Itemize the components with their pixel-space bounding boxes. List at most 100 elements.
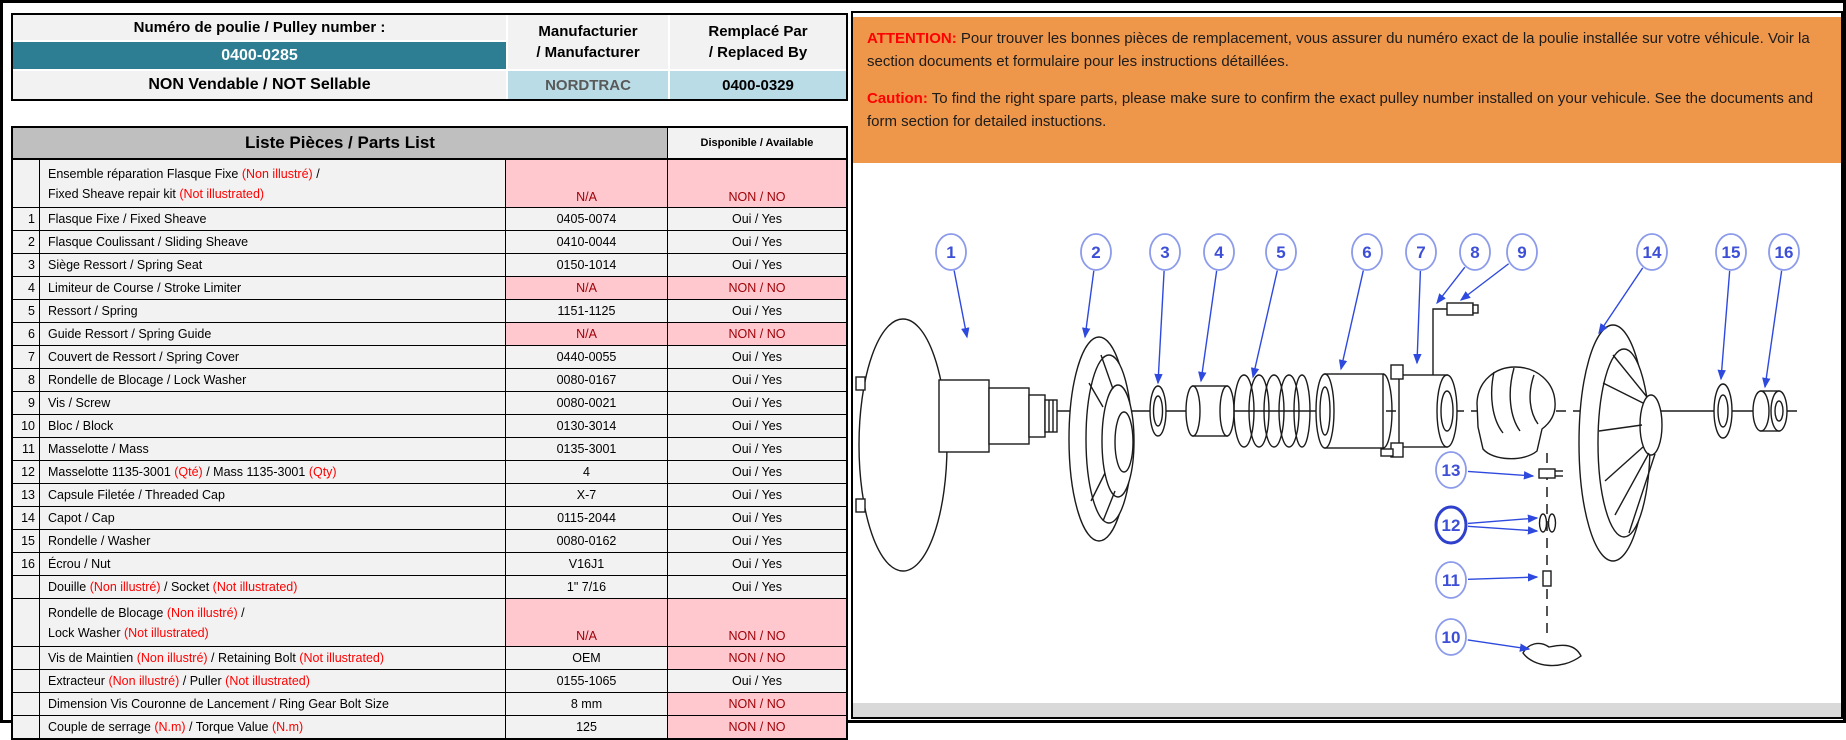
availability: Oui / Yes xyxy=(731,557,783,571)
table-row: 11 Masselotte / Mass 0135-3001 Oui / Yes xyxy=(13,438,846,461)
part-number: 125 xyxy=(506,716,668,738)
part-number: 0115-2044 xyxy=(506,507,668,529)
leader-arrow xyxy=(1082,270,1095,339)
callout-number: 10 xyxy=(1442,628,1461,647)
leader-arrow xyxy=(1250,270,1278,379)
callout-circle xyxy=(1636,233,1668,271)
replaced-by-value: 0400-0329 xyxy=(670,71,846,99)
leader-arrow xyxy=(1467,639,1531,652)
row-number: 7 xyxy=(13,346,40,368)
table-row: 8 Rondelle de Blocage / Lock Washer 0080-0… xyxy=(13,369,846,392)
callout-12: 12 xyxy=(1434,505,1539,545)
leader-arrow xyxy=(1413,270,1422,365)
pulley-number-label: Numéro de poulie / Pulley number : xyxy=(13,15,506,40)
availability: Oui / Yes xyxy=(731,419,783,433)
part-number: 0080-0162 xyxy=(506,530,668,552)
table-row: 9 Vis / Screw 0080-0021 Oui / Yes xyxy=(13,392,846,415)
attention-notice: ATTENTION: Pour trouver les bonnes pièce… xyxy=(853,17,1841,163)
part-number: 0155-1065 xyxy=(506,670,668,692)
part-number: 1" 7/16 xyxy=(506,576,668,598)
callout-3: 3 xyxy=(1149,233,1181,385)
availability: Oui / Yes xyxy=(731,396,783,410)
callout-circle xyxy=(1435,618,1467,656)
part-description: Capot / Cap xyxy=(40,507,506,529)
replaced-by-header-line2: / Replaced By xyxy=(708,44,808,61)
part-description: Guide Ressort / Spring Guide xyxy=(40,323,506,345)
row-number xyxy=(13,160,40,207)
leader-arrow xyxy=(1598,267,1644,335)
replaced-by-header: Remplacé Par / Replaced By xyxy=(670,15,846,69)
availability: Oui / Yes xyxy=(731,304,783,318)
table-row: 16 Écrou / Nut V16J1 Oui / Yes xyxy=(13,553,846,576)
callout-circle xyxy=(1149,233,1181,271)
row-number: 12 xyxy=(13,461,40,483)
right-panel: ATTENTION: Pour trouver les bonnes pièce… xyxy=(851,11,1843,719)
sellable-status: NON Vendable / NOT Sellable xyxy=(13,71,506,99)
callout-10: 10 xyxy=(1435,618,1531,656)
availability: Oui / Yes xyxy=(731,465,783,479)
row-number: 8 xyxy=(13,369,40,391)
exploded-parts-drawing xyxy=(855,302,1788,667)
part-number: 0080-0167 xyxy=(506,369,668,391)
table-row: Dimension Vis Couronne de Lancement / Ri… xyxy=(13,693,846,716)
part-number: 0410-0044 xyxy=(506,231,668,253)
table-row: 10 Bloc / Block 0130-3014 Oui / Yes xyxy=(13,415,846,438)
leader-arrow xyxy=(1436,266,1466,305)
part-number: 0150-1014 xyxy=(506,254,668,276)
part-description: Limiteur de Course / Stroke Limiter xyxy=(40,277,506,299)
attention-label: ATTENTION: xyxy=(867,30,957,47)
callout-13: 13 xyxy=(1435,451,1535,489)
callout-4: 4 xyxy=(1198,233,1235,383)
table-row: 14 Capot / Cap 0115-2044 Oui / Yes xyxy=(13,507,846,530)
callout-11: 11 xyxy=(1435,561,1539,599)
leader-arrow xyxy=(1467,525,1539,535)
leader-arrow xyxy=(1467,573,1539,582)
part-number: 1151-1125 xyxy=(506,300,668,322)
callout-14: 14 xyxy=(1598,233,1668,335)
available-column-header: Disponible / Available xyxy=(668,128,846,158)
row-number: 4 xyxy=(13,277,40,299)
replaced-by-header-line1: Remplacé Par xyxy=(708,23,808,40)
bottom-gray-strip xyxy=(853,703,1841,717)
leader-arrow xyxy=(1338,270,1364,371)
part-description: Masselotte 1135-3001 (Qté) / Mass 1135-3… xyxy=(40,461,506,483)
part-number: X-7 xyxy=(506,484,668,506)
leader-arrow xyxy=(1717,270,1731,381)
part-description: Rondelle de Blocage / Lock Washer xyxy=(40,369,506,391)
part-number: 0440-0055 xyxy=(506,346,668,368)
manufacturer-value: NORDTRAC xyxy=(508,71,668,99)
pulley-number-value: 0400-0285 xyxy=(13,42,506,69)
part-number: V16J1 xyxy=(506,553,668,575)
manufacturer-header-line2: / Manufacturer xyxy=(536,44,640,61)
table-row: Rondelle de Blocage (Non illustré) / Lock… xyxy=(13,599,846,647)
part-number: 4 xyxy=(506,461,668,483)
table-row: 15 Rondelle / Washer 0080-0162 Oui / Yes xyxy=(13,530,846,553)
part-number: 8 mm xyxy=(506,693,668,715)
part-description: Masselotte / Mass xyxy=(40,438,506,460)
table-row: 4 Limiteur de Course / Stroke Limiter N/A N… xyxy=(13,277,846,300)
callout-circle xyxy=(1203,233,1235,271)
part-description: Ensemble réparation Flasque Fixe (Non il… xyxy=(40,160,506,207)
callout-number: 2 xyxy=(1091,243,1100,262)
row-number: 14 xyxy=(13,507,40,529)
callout-number: 6 xyxy=(1362,243,1371,262)
callout-number: 12 xyxy=(1442,516,1461,535)
part-number: 0080-0021 xyxy=(506,392,668,414)
table-row: Couple de serrage (N.m) / Torque Value (… xyxy=(13,716,846,738)
callout-circle xyxy=(935,233,967,271)
leader-arrow xyxy=(953,270,970,339)
callout-number: 16 xyxy=(1775,243,1794,262)
manufacturer-header-line1: Manufacturier xyxy=(538,23,638,40)
leader-arrow xyxy=(1467,514,1539,525)
callout-circle xyxy=(1506,233,1538,271)
caution-label: Caution: xyxy=(867,90,928,107)
row-number: 5 xyxy=(13,300,40,322)
table-row: Douille (Non illustré) / Socket (Not ill… xyxy=(13,576,846,599)
row-number: 16 xyxy=(13,553,40,575)
part-description: Extracteur (Non illustré) / Puller (Not … xyxy=(40,670,506,692)
availability: Oui / Yes xyxy=(731,674,783,688)
callout-circle xyxy=(1080,233,1112,271)
part-number: OEM xyxy=(506,647,668,669)
